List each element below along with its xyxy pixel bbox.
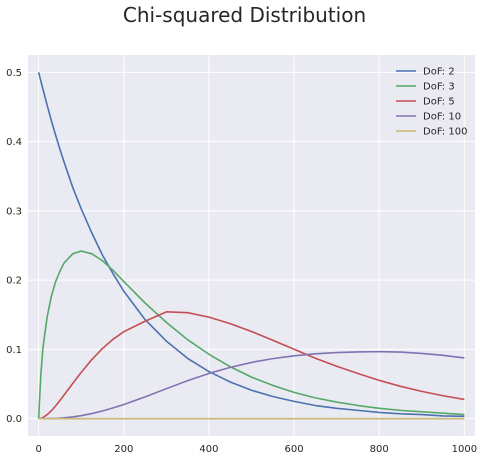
y-tick-label: 0.5 xyxy=(6,68,22,79)
legend: DoF: 2 DoF: 3 DoF: 5 DoF: 10 DoF: 100 xyxy=(396,67,467,138)
legend-label: DoF: 2 xyxy=(423,67,455,78)
series-line xyxy=(37,72,465,418)
y-tick-label: 0.4 xyxy=(6,137,22,148)
legend-label: DoF: 10 xyxy=(423,112,461,123)
legend-label: DoF: 100 xyxy=(423,127,467,138)
series-line xyxy=(37,250,465,419)
chart-title: Chi-squared Distribution xyxy=(122,3,367,27)
series-lines xyxy=(37,72,465,420)
y-tick-label: 0.0 xyxy=(6,414,22,425)
x-tick-label: 800 xyxy=(370,444,389,455)
y-tick-label: 0.2 xyxy=(6,276,22,287)
legend-label: DoF: 3 xyxy=(423,82,455,93)
x-tick-label: 400 xyxy=(199,444,218,455)
legend-label: DoF: 5 xyxy=(423,97,455,108)
x-tick-label: 600 xyxy=(285,444,304,455)
x-tick-label: 200 xyxy=(114,444,133,455)
series-line xyxy=(38,311,465,420)
plot-area xyxy=(28,55,475,436)
y-tick-label: 0.1 xyxy=(6,345,22,356)
y-tick-label: 0.3 xyxy=(6,206,22,217)
tick-labels: 0 200 400 600 800 1000 0.0 0.1 0.2 0.3 0.4 0.5 xyxy=(6,68,477,455)
x-tick-label: 0 xyxy=(35,444,41,455)
x-tick-label: 1000 xyxy=(452,444,477,455)
